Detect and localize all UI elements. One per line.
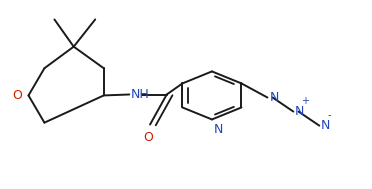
Text: N: N: [295, 105, 305, 118]
Text: -: -: [327, 110, 331, 120]
Text: N: N: [269, 91, 279, 104]
Text: N: N: [214, 123, 223, 136]
Text: O: O: [12, 89, 22, 102]
Text: O: O: [143, 131, 153, 144]
Text: NH: NH: [131, 88, 150, 101]
Text: +: +: [302, 96, 310, 106]
Text: N: N: [321, 119, 331, 132]
